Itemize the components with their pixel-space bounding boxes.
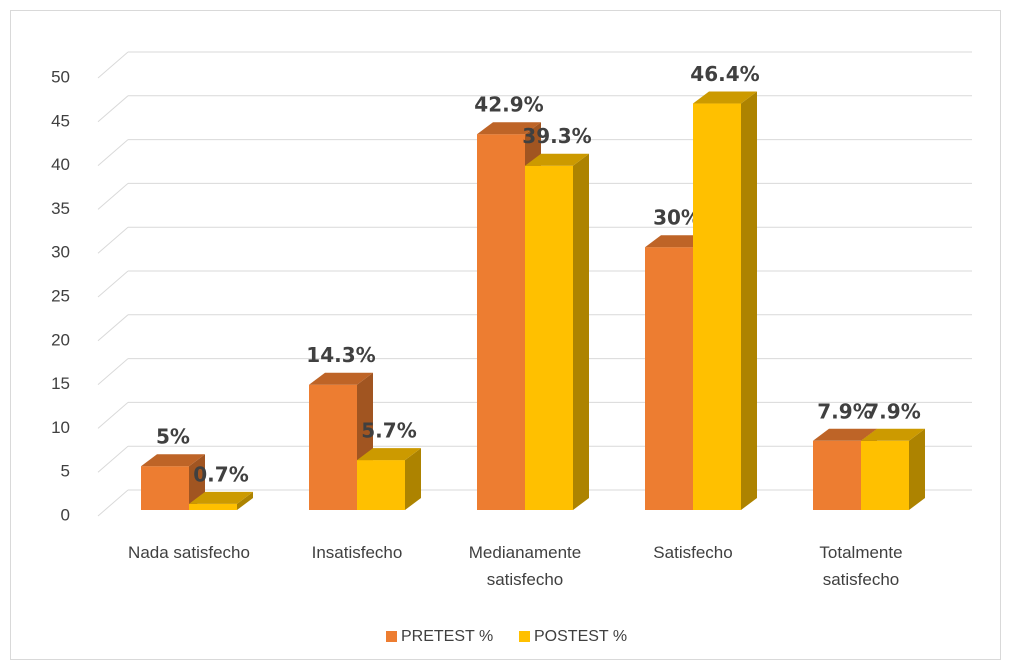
bar-top (309, 372, 373, 385)
y-tick-label: 5 (61, 462, 70, 481)
bar-top (525, 153, 589, 166)
bar-top (693, 91, 757, 104)
data-label: 46.4% (690, 62, 759, 86)
data-label: 30% (653, 206, 701, 230)
bar (861, 440, 909, 510)
grid-line-diagonal (97, 183, 129, 210)
grid-line-diagonal (97, 51, 129, 79)
bar-top (357, 448, 421, 461)
y-tick-label: 0 (61, 505, 70, 524)
grid-line-diagonal (97, 489, 129, 517)
y-tick-label: 40 (51, 155, 70, 174)
data-label: 14.3% (306, 343, 375, 367)
data-label: 42.9% (474, 93, 543, 117)
bar-top (813, 428, 877, 441)
bar (477, 134, 525, 511)
data-label: 5.7% (361, 419, 416, 443)
y-tick-label: 50 (51, 67, 70, 86)
bar-side (573, 153, 589, 510)
grid-line-diagonal (97, 226, 129, 254)
y-tick-label: 20 (51, 330, 70, 349)
x-tick-label: Insatisfecho (311, 543, 403, 562)
data-label: 0.7% (193, 462, 248, 486)
grid-line-diagonal (97, 95, 129, 123)
y-tick-label: 45 (51, 111, 70, 130)
data-label: 7.9% (865, 399, 920, 423)
bar-side (741, 91, 757, 510)
grid-line-diagonal (97, 402, 129, 429)
bar (357, 460, 405, 510)
y-tick-label: 25 (51, 286, 70, 305)
bar-side (909, 428, 925, 510)
bar-top (141, 454, 205, 467)
y-tick-label: 10 (51, 418, 70, 437)
bar-side (405, 448, 421, 510)
y-tick-label: 35 (51, 199, 70, 218)
data-label: 7.9% (817, 399, 872, 423)
y-tick-label: 30 (51, 243, 70, 262)
bar (141, 466, 189, 510)
bar (525, 165, 573, 510)
x-tick-label: Nada satisfecho (128, 543, 250, 562)
grid-line-diagonal (97, 139, 129, 166)
x-tick-label: Totalmente satisfecho (819, 543, 903, 589)
data-label: 5% (156, 425, 190, 449)
legend-label: PRETEST % (401, 628, 493, 645)
bar (645, 247, 693, 510)
grid-line-diagonal (97, 270, 129, 298)
legend-label: POSTEST % (534, 628, 627, 645)
x-tick-label: Medianamente satisfecho (468, 543, 582, 589)
bar-top (189, 491, 253, 504)
bar (693, 103, 741, 510)
grid-line-diagonal (97, 314, 129, 342)
bar-top (861, 428, 925, 441)
bar (189, 503, 237, 510)
grid-line-diagonal (97, 358, 129, 385)
bar-side (237, 491, 253, 510)
bar-top (477, 122, 541, 135)
legend-swatch (519, 631, 530, 642)
y-tick-label: 15 (51, 374, 70, 393)
grid-line-diagonal (97, 445, 129, 473)
x-tick-label: Satisfecho (653, 543, 733, 562)
bar (813, 440, 861, 510)
bar (309, 384, 357, 510)
legend-swatch (386, 631, 397, 642)
data-label: 39.3% (522, 124, 591, 148)
